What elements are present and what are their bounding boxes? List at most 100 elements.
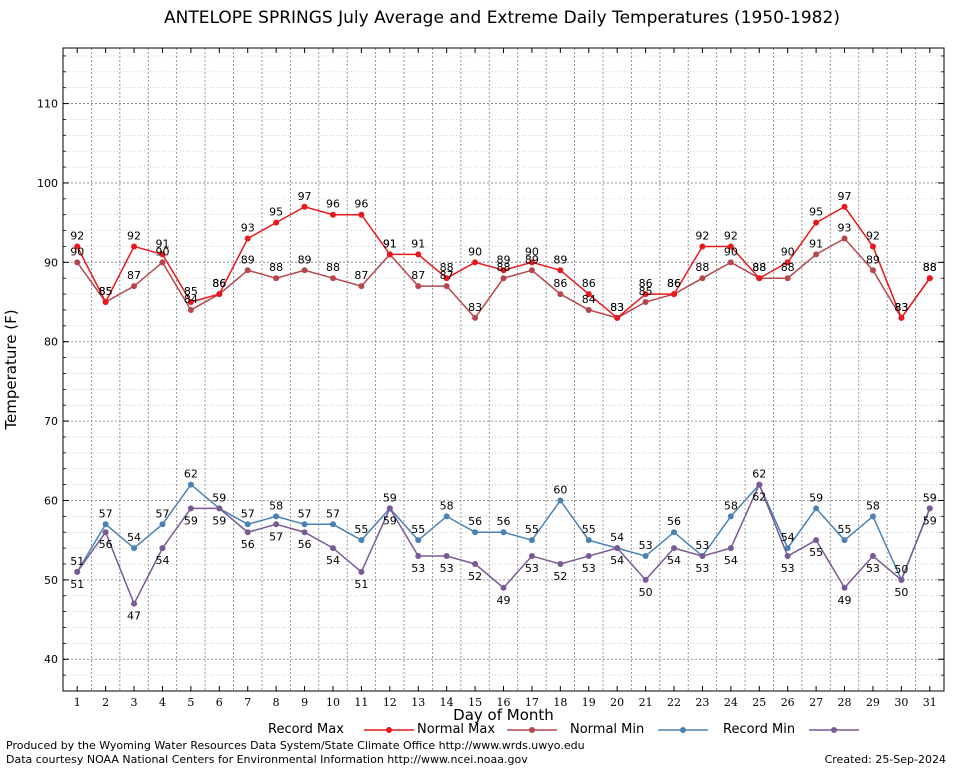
y-tick-label: 40	[44, 653, 58, 666]
data-point-record-max	[301, 203, 308, 210]
data-label-record-max: 92	[724, 229, 738, 242]
data-label-normal-min: 56	[468, 515, 482, 528]
data-point-normal-max	[585, 306, 592, 313]
data-point-record-max	[329, 211, 336, 218]
legend-label-normal-max: Normal Max	[417, 722, 496, 737]
data-label-normal-min: 53	[639, 539, 653, 552]
data-label-normal-min: 58	[866, 499, 880, 512]
data-point-normal-min	[557, 497, 564, 504]
data-point-normal-max	[528, 267, 535, 274]
data-point-record-max	[671, 291, 678, 298]
data-label-record-min: 53	[582, 562, 596, 575]
data-point-record-min	[642, 576, 649, 583]
data-label-normal-max: 83	[610, 301, 624, 314]
data-point-normal-max	[244, 267, 251, 274]
data-point-normal-min	[159, 521, 166, 528]
data-point-record-min	[358, 568, 365, 575]
footer-created: Created: 25-Sep-2024	[824, 753, 946, 766]
data-label-record-max: 91	[155, 237, 169, 250]
data-point-record-min	[614, 545, 621, 552]
data-label-normal-max: 86	[212, 277, 226, 290]
data-point-record-max	[273, 219, 280, 226]
data-label-normal-max: 90	[155, 245, 169, 258]
data-label-record-min: 53	[411, 562, 425, 575]
data-label-record-min: 47	[127, 610, 141, 623]
data-label-normal-min: 54	[127, 531, 141, 544]
data-point-record-min	[841, 584, 848, 591]
data-point-normal-min	[869, 513, 876, 520]
x-tick-label: 7	[244, 696, 251, 709]
data-point-normal-max	[813, 251, 820, 258]
data-point-record-min	[386, 505, 393, 512]
data-label-record-min: 54	[610, 554, 624, 567]
data-point-record-min	[74, 568, 81, 575]
data-label-normal-min: 57	[298, 507, 312, 520]
data-point-normal-min	[244, 521, 251, 528]
data-point-record-max	[472, 259, 479, 266]
data-label-record-max: 88	[440, 261, 454, 274]
data-point-normal-min	[131, 545, 138, 552]
data-point-normal-max	[699, 275, 706, 282]
data-label-record-min: 53	[781, 562, 795, 575]
data-label-normal-max: 86	[553, 277, 567, 290]
data-label-record-min: 51	[70, 578, 84, 591]
x-tick-label: 9	[301, 696, 308, 709]
data-point-record-max	[244, 235, 251, 242]
data-label-record-max: 85	[184, 285, 198, 298]
data-label-record-max: 96	[326, 198, 340, 211]
data-label-normal-max: 87	[354, 269, 368, 282]
data-point-record-min	[727, 545, 734, 552]
data-label-record-max: 89	[553, 253, 567, 266]
x-tick-label: 16	[497, 696, 511, 709]
x-tick-label: 21	[639, 696, 653, 709]
data-label-normal-max: 87	[440, 269, 454, 282]
data-label-record-max: 90	[781, 245, 795, 258]
data-label-normal-max: 89	[525, 253, 539, 266]
data-point-record-max	[159, 251, 166, 258]
x-tick-label: 27	[809, 696, 823, 709]
data-label-record-min: 50	[639, 586, 653, 599]
data-point-normal-max	[358, 283, 365, 290]
data-label-record-max: 96	[354, 198, 368, 211]
data-point-record-min	[869, 553, 876, 560]
data-label-normal-max: 87	[127, 269, 141, 282]
x-tick-label: 18	[553, 696, 567, 709]
x-tick-label: 13	[411, 696, 425, 709]
data-point-normal-max	[727, 259, 734, 266]
data-point-normal-min	[500, 529, 507, 536]
data-point-normal-min	[415, 537, 422, 544]
data-label-normal-min: 55	[411, 523, 425, 536]
legend-label-record-min: Record Min	[723, 722, 796, 737]
data-label-record-min: 59	[212, 514, 226, 527]
data-point-normal-max	[500, 275, 507, 282]
data-label-normal-min: 55	[354, 523, 368, 536]
data-point-record-min	[102, 529, 109, 536]
data-label-record-max: 85	[99, 285, 113, 298]
data-label-record-min: 50	[894, 586, 908, 599]
data-point-record-max	[358, 211, 365, 218]
data-label-normal-min: 50	[894, 563, 908, 576]
data-label-record-min: 49	[838, 594, 852, 607]
data-label-normal-max: 93	[838, 222, 852, 235]
data-label-normal-min: 58	[269, 499, 283, 512]
data-label-normal-min: 54	[781, 531, 795, 544]
data-label-record-min: 53	[440, 562, 454, 575]
y-tick-label: 90	[44, 256, 58, 269]
data-point-record-min	[699, 553, 706, 560]
data-label-normal-min: 53	[695, 539, 709, 552]
x-tick-label: 19	[582, 696, 596, 709]
data-label-normal-min: 54	[610, 531, 624, 544]
data-point-normal-min	[528, 537, 535, 544]
data-point-record-min	[301, 529, 308, 536]
x-tick-label: 20	[610, 696, 624, 709]
data-label-record-min: 59	[923, 514, 937, 527]
data-point-normal-min	[671, 529, 678, 536]
data-point-record-max	[841, 203, 848, 210]
data-point-record-min	[784, 553, 791, 560]
chart-title: ANTELOPE SPRINGS July Average and Extrem…	[164, 8, 840, 28]
data-label-normal-min: 59	[809, 491, 823, 504]
data-label-record-max: 89	[497, 253, 511, 266]
footer-data-courtesy: Data courtesy NOAA National Centers for …	[6, 753, 528, 766]
data-point-record-min	[500, 584, 507, 591]
data-point-record-max	[74, 243, 81, 250]
